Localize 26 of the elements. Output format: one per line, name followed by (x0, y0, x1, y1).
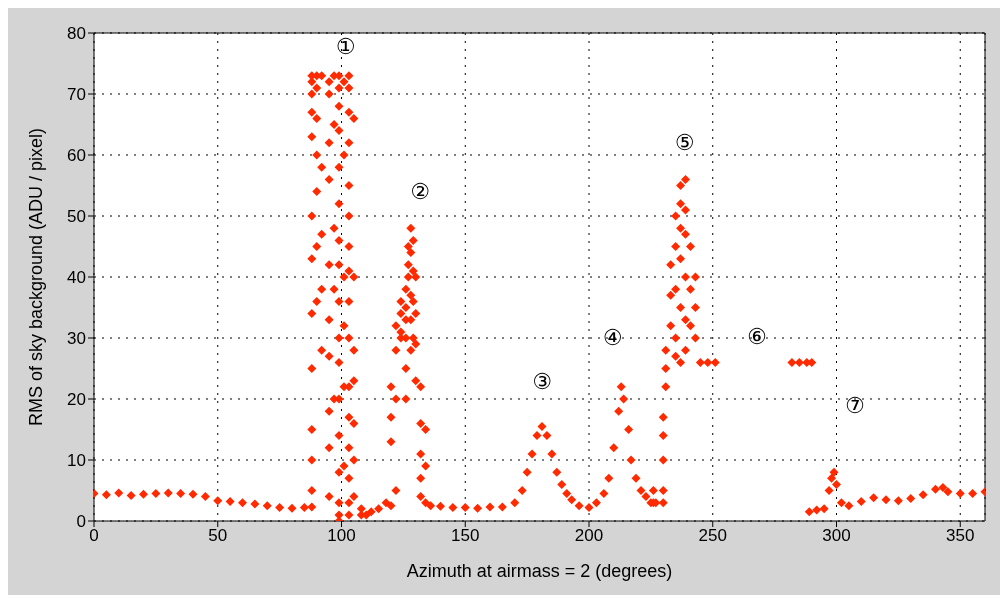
annotation: ② (410, 179, 430, 205)
annotation: ⑤ (674, 130, 695, 156)
x-tick-label: 150 (451, 526, 480, 546)
x-axis-title: Azimuth at airmass = 2 (degrees) (406, 561, 673, 581)
annotation: ① (335, 34, 356, 60)
y-axis-title: RMS of sky background (ADU / pixel) (26, 127, 47, 427)
x-tick-label: 350 (946, 526, 975, 546)
y-tick-label: 80 (67, 24, 86, 44)
y-tick-label: 70 (67, 85, 86, 105)
annotation: ⑦ (845, 393, 865, 419)
x-tick-label: 200 (574, 526, 604, 546)
x-tick-label: 0 (89, 526, 99, 546)
y-tick-label: 50 (67, 207, 86, 227)
x-tick-label: 50 (208, 526, 228, 546)
x-tick-label: 300 (822, 526, 851, 546)
y-tick-label: 20 (67, 390, 86, 410)
x-tick-label: 100 (327, 526, 356, 546)
y-tick-label: 0 (76, 512, 86, 532)
annotation: ⑥ (747, 323, 767, 349)
y-tick-label: 10 (67, 451, 86, 471)
y-tick-label: 60 (67, 146, 86, 166)
y-tick-label: 30 (67, 329, 86, 349)
annotation: ③ (532, 369, 553, 395)
x-tick-label: 250 (698, 526, 727, 546)
annotation: ④ (602, 325, 623, 350)
y-tick-label: 40 (67, 268, 86, 288)
